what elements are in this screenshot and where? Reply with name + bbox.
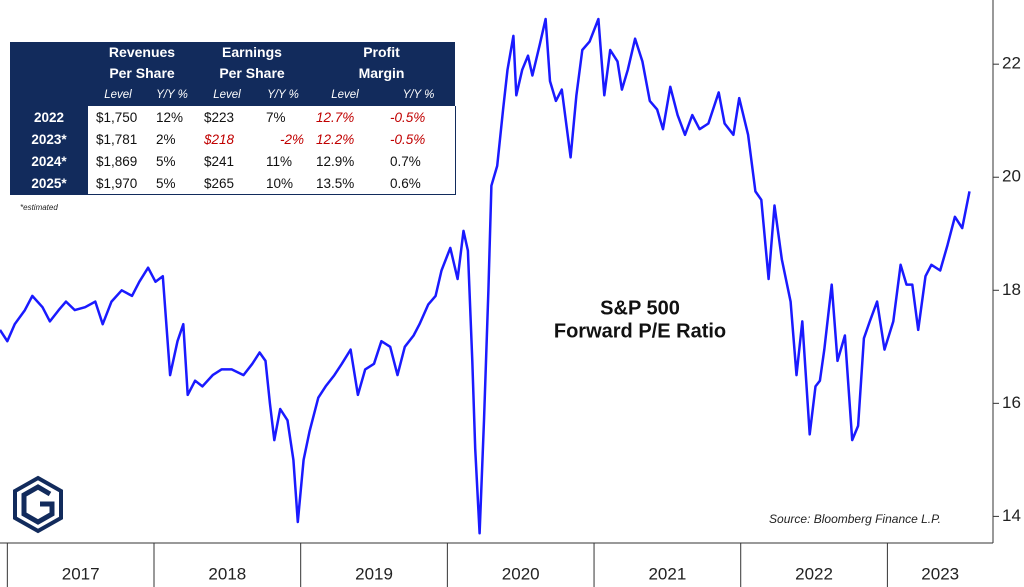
x-tick-label: 2021 bbox=[648, 564, 686, 583]
y-tick-label: 22 bbox=[1002, 54, 1021, 73]
cell: $1,869 bbox=[88, 150, 148, 172]
subheader: Level bbox=[196, 84, 258, 106]
cell: $1,970 bbox=[88, 172, 148, 195]
header-line: Per Share bbox=[219, 65, 285, 81]
cell: 10% bbox=[258, 172, 308, 195]
cell: $1,750 bbox=[88, 106, 148, 128]
header-line: Per Share bbox=[109, 65, 175, 81]
cell: 0.6% bbox=[382, 172, 456, 195]
header-line: Revenues bbox=[108, 44, 176, 60]
annotation: S&P 500 bbox=[600, 297, 680, 319]
table-note: *estimated bbox=[20, 203, 58, 212]
subheader: Level bbox=[88, 84, 148, 106]
group-header-row: Revenues Per Share Earnings Per Share Prof… bbox=[10, 42, 456, 84]
cell: $241 bbox=[196, 150, 258, 172]
header-line: Earnings bbox=[222, 44, 282, 60]
subheader: Level bbox=[308, 84, 382, 106]
row: 2023* $1,781 2% $218 -2% 12.2% -0.5% bbox=[10, 128, 456, 150]
row: 2022 $1,750 12% $223 7% 12.7% -0.5% bbox=[10, 106, 456, 128]
group-header: Revenues Per Share bbox=[88, 42, 196, 84]
subheader-row: Level Y/Y % Level Y/Y % Level Y/Y % bbox=[10, 84, 456, 106]
cell: 12.9% bbox=[308, 150, 382, 172]
x-tick-label: 2020 bbox=[502, 564, 540, 583]
x-tick-label: 2022 bbox=[795, 564, 833, 583]
y-tick-label: 20 bbox=[1002, 167, 1021, 186]
cell: 12.2% bbox=[308, 128, 382, 150]
cell: 2% bbox=[148, 128, 196, 150]
group-header: Earnings Per Share bbox=[196, 42, 308, 84]
cell: 13.5% bbox=[308, 172, 382, 195]
cell: -0.5% bbox=[382, 128, 456, 150]
x-tick-label: 2017 bbox=[62, 564, 100, 583]
cell: 5% bbox=[148, 150, 196, 172]
row-label: 2022 bbox=[10, 106, 88, 128]
y-tick-label: 18 bbox=[1002, 280, 1021, 299]
cell: $265 bbox=[196, 172, 258, 195]
cell: 5% bbox=[148, 172, 196, 195]
cell: 0.7% bbox=[382, 150, 456, 172]
data-table: Revenues Per Share Earnings Per Share Prof… bbox=[10, 42, 456, 195]
x-tick-label: 2023 bbox=[921, 564, 959, 583]
row-label: 2023* bbox=[10, 128, 88, 150]
subheader: Y/Y % bbox=[382, 84, 456, 106]
cell: 7% bbox=[258, 106, 308, 128]
annotation: Forward P/E Ratio bbox=[554, 320, 726, 342]
row-label: 2025* bbox=[10, 172, 88, 195]
cell: $223 bbox=[196, 106, 258, 128]
header-line: Profit bbox=[363, 44, 400, 60]
cell: 12.7% bbox=[308, 106, 382, 128]
row: 2025* $1,970 5% $265 10% 13.5% 0.6% bbox=[10, 172, 456, 195]
cell: $1,781 bbox=[88, 128, 148, 150]
cell: $218 bbox=[196, 128, 258, 150]
source: Source: Bloomberg Finance L.P. bbox=[769, 512, 941, 526]
cell: -0.5% bbox=[382, 106, 456, 128]
row-label: 2024* bbox=[10, 150, 88, 172]
header-line: Margin bbox=[358, 65, 405, 81]
cell: 11% bbox=[258, 150, 308, 172]
subheader: Y/Y % bbox=[148, 84, 196, 106]
group-header: Profit Margin bbox=[308, 42, 456, 84]
row: 2024* $1,869 5% $241 11% 12.9% 0.7% bbox=[10, 150, 456, 172]
subheader: Y/Y % bbox=[258, 84, 308, 106]
logo bbox=[13, 475, 63, 534]
cell: -2% bbox=[258, 128, 308, 150]
x-tick-label: 2018 bbox=[208, 564, 246, 583]
y-tick-label: 14 bbox=[1002, 506, 1021, 525]
pe-line bbox=[0, 17, 971, 535]
cell: 12% bbox=[148, 106, 196, 128]
x-tick-label: 2019 bbox=[355, 564, 393, 583]
y-tick-label: 16 bbox=[1002, 393, 1021, 412]
